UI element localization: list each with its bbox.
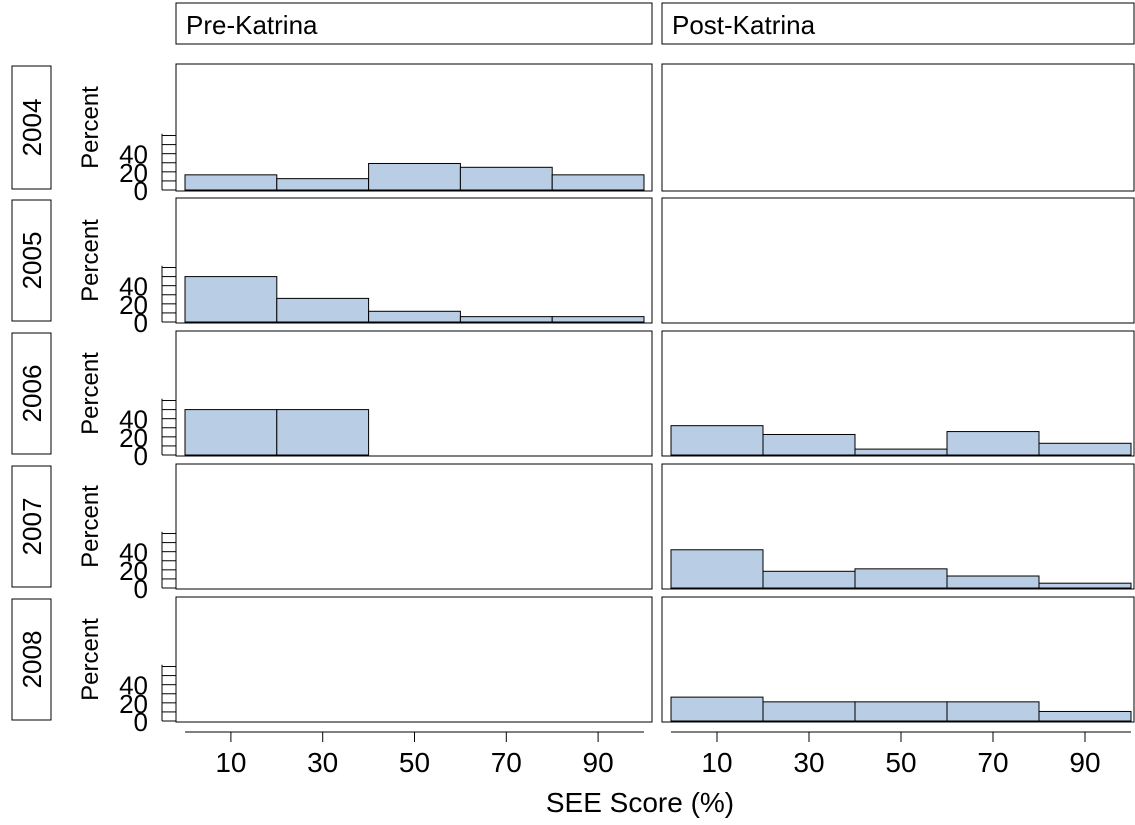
row-strip-label: 2006 [17,365,47,423]
x-tick-label: 70 [977,747,1008,778]
panel-frame [175,596,653,723]
y-axis-label: Percent [77,352,104,435]
histogram-bar [854,701,948,722]
histogram-bar [762,433,856,456]
histogram-bar [276,297,370,323]
column-header-label: Pre-Katrina [186,10,318,40]
histogram-bar [670,549,764,589]
y-tick-label: 40 [119,671,148,701]
column-header-label: Post-Katrina [672,10,816,40]
x-tick-label: 90 [583,747,614,778]
histogram-bar [946,431,1040,456]
y-tick-label: 20 [119,423,148,453]
histogram-bar [551,174,645,191]
row-strip-box [11,65,52,190]
row-strip-box [11,598,52,721]
y-axis-label: Percent [77,219,104,302]
x-axis-label: SEE Score (%) [546,787,734,818]
row-strip-label: 2005 [17,232,47,290]
y-tick-label: 20 [119,158,148,188]
y-axis-label: Percent [77,485,104,568]
histogram-bar [1038,710,1132,722]
panel-frame [661,197,1135,324]
histogram-bar [276,178,370,191]
histogram-bar [854,448,948,456]
x-tick-label: 90 [1069,747,1100,778]
x-tick-label: 10 [701,747,732,778]
histogram-bar [184,409,278,456]
histogram-bar [459,166,553,191]
column-header-box [661,2,1135,45]
x-tick-label: 50 [885,747,916,778]
row-strip-label: 2007 [17,498,47,556]
histogram-bar [184,276,278,323]
histogram-bar [762,570,856,589]
y-tick-label: 40 [119,538,148,568]
y-axis-label: Percent [77,86,104,169]
y-tick-label: 20 [119,689,148,719]
column-header-box [175,2,653,45]
row-strip-box [11,332,52,455]
y-tick-label: 20 [119,556,148,586]
histogram-bar [854,568,948,589]
panel-frame [175,463,653,590]
y-tick-label: 40 [119,140,148,170]
histogram-bar [184,174,278,191]
y-tick-label: 0 [134,308,148,338]
histogram-bar [1038,442,1132,456]
histogram-bar [368,162,461,191]
x-tick-label: 50 [399,747,430,778]
row-strip-box [11,465,52,588]
row-strip-box [11,199,52,322]
x-tick-label: 70 [491,747,522,778]
histogram-bar [946,701,1040,722]
panel-frame [661,63,1135,192]
row-strip-label: 2008 [17,631,47,689]
y-tick-label: 0 [134,574,148,604]
histogram-bar [459,316,553,323]
histogram-bar [1038,582,1132,589]
histogram-bar [762,701,856,722]
histogram-bar [368,310,461,323]
column-headers: Pre-Katrina Post-Katrina [175,2,1135,45]
row-strip-label: 2004 [17,99,47,157]
y-tick-label: 40 [119,272,148,302]
histogram-bar [670,425,764,456]
x-tick-label: 30 [307,747,338,778]
histogram-bar [276,409,370,456]
histogram-bar [551,316,645,323]
y-tick-label: 20 [119,290,148,320]
y-tick-label: 0 [134,441,148,471]
y-tick-label: 0 [134,176,148,206]
histogram-bar [670,696,764,722]
y-tick-label: 0 [134,707,148,737]
histogram-bar [946,575,1040,589]
x-tick-label: 10 [215,747,246,778]
y-tick-label: 40 [119,405,148,435]
y-axis-label: Percent [77,618,104,701]
x-tick-label: 30 [793,747,824,778]
